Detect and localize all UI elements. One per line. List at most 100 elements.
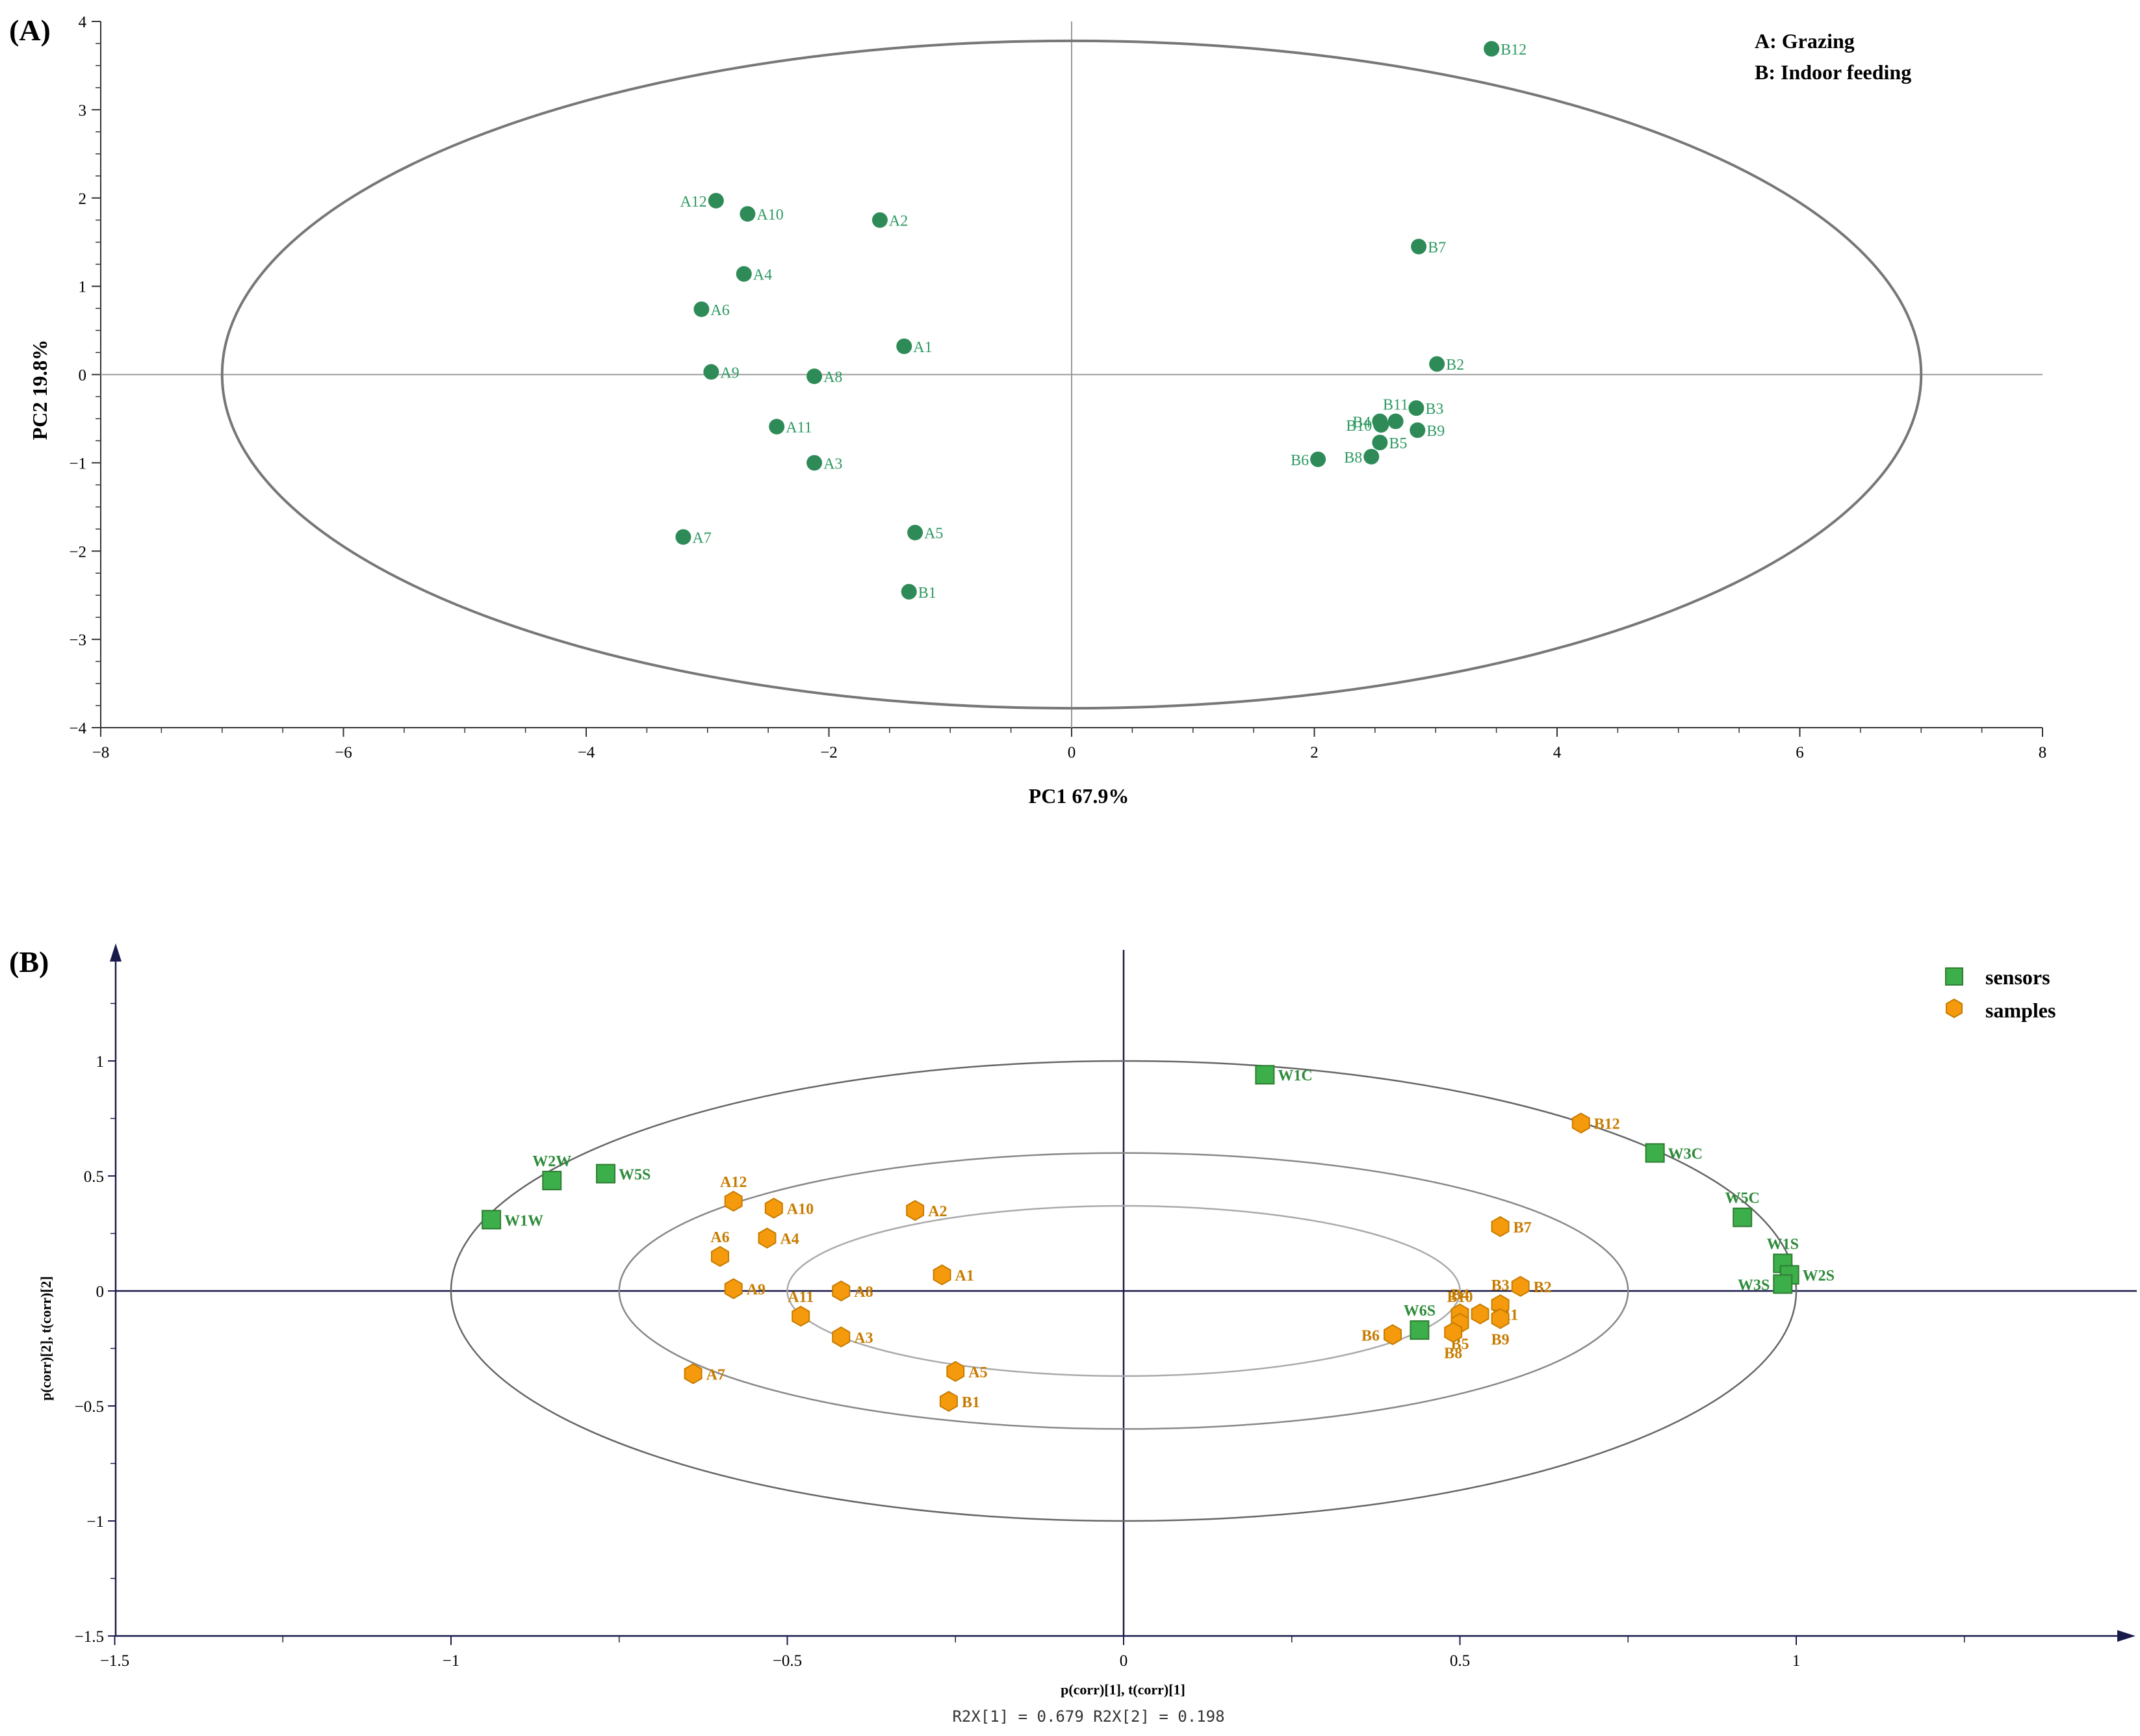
sample-label: A11 — [788, 1289, 814, 1306]
a-point-label: A10 — [756, 207, 783, 223]
b-correlation-ellipse — [786, 1205, 1461, 1377]
sample-label: B8 — [1444, 1346, 1462, 1362]
b-x-tick-label: −1 — [443, 1652, 460, 1670]
b-x-axis-arrow — [2117, 1630, 2135, 1642]
sample-a8 — [832, 1280, 851, 1302]
sensor-label: W1W — [504, 1212, 543, 1229]
a-x-tick-label: −8 — [92, 744, 110, 761]
a-point-label: B2 — [1446, 357, 1464, 374]
sample-label: A3 — [854, 1330, 873, 1347]
panel-b-r2x-footnote: R2X[1] = 0.679 R2X[2] = 0.198 — [952, 1707, 1224, 1726]
a-point-a9 — [703, 364, 719, 380]
a-point-label: B4 — [1352, 415, 1371, 431]
sensor-w5c — [1733, 1207, 1753, 1227]
sample-label: B10 — [1447, 1289, 1473, 1306]
b-x-tick-label: 1 — [1792, 1652, 1801, 1670]
sample-label: A2 — [928, 1203, 947, 1220]
panel-b-label: (B) — [9, 945, 49, 978]
a-point-a2 — [871, 212, 888, 228]
a-point-label: A11 — [786, 420, 812, 437]
legend-sensors-marker — [1945, 967, 1963, 986]
sensor-label: W3S — [1738, 1277, 1770, 1294]
panel-a-y-axis-title: PC2 19.8% — [28, 340, 51, 440]
b-x-tick-label: 0 — [1120, 1652, 1128, 1670]
sample-label: B7 — [1514, 1219, 1532, 1236]
a-point-a6 — [693, 301, 710, 317]
a-point-b10 — [1373, 416, 1389, 433]
a-x-tick-label: 6 — [1796, 744, 1804, 761]
a-point-label: B12 — [1501, 42, 1527, 58]
a-point-a4 — [736, 266, 752, 282]
sample-label: A5 — [968, 1364, 987, 1381]
sample-a10 — [764, 1197, 783, 1219]
sensor-w5s — [596, 1164, 616, 1184]
sensor-w1w — [482, 1210, 502, 1230]
a-point-b2 — [1429, 356, 1445, 372]
sample-b9 — [1491, 1308, 1510, 1329]
sample-a11 — [792, 1305, 810, 1327]
a-point-b7 — [1411, 238, 1427, 255]
sample-a7 — [684, 1363, 703, 1385]
sample-b7 — [1491, 1216, 1510, 1238]
a-point-label: B8 — [1344, 450, 1362, 466]
a-point-label: B10 — [1346, 418, 1372, 435]
sample-b11 — [1471, 1303, 1489, 1325]
a-point-label: B7 — [1428, 239, 1446, 256]
a-point-b8 — [1363, 448, 1380, 465]
a-point-label: B11 — [1383, 397, 1408, 414]
a-point-b9 — [1410, 422, 1426, 439]
a-y-tick-label: 0 — [79, 367, 87, 385]
sample-label: A10 — [787, 1201, 814, 1218]
panel-b-y-axis-title: p(corr)[2], t(corr)[2] — [38, 1276, 54, 1401]
a-point-a10 — [740, 206, 756, 222]
sensor-label: W1S — [1767, 1236, 1799, 1253]
a-point-label: A2 — [889, 213, 908, 230]
a-point-label: A12 — [680, 194, 706, 211]
b-correlation-ellipse — [450, 1060, 1798, 1522]
a-point-label: B1 — [918, 585, 936, 602]
b-correlation-ellipse — [618, 1152, 1629, 1430]
panel-a-pca-score-plot: (A) A: Grazing B: Indoor feeding PC1 67.… — [9, 14, 2046, 808]
sample-label: A1 — [955, 1268, 974, 1284]
sample-label: A9 — [747, 1281, 766, 1298]
a-x-tick-label: 8 — [2039, 744, 2047, 761]
sample-label: B6 — [1361, 1327, 1380, 1344]
sample-a1 — [933, 1264, 951, 1286]
legend-samples-label: samples — [1985, 999, 2056, 1022]
legend-sensors-label: sensors — [1985, 965, 2050, 989]
a-point-label: B5 — [1389, 435, 1407, 452]
sample-label: A12 — [720, 1174, 747, 1191]
a-y-tick-label: 3 — [79, 102, 87, 120]
a-point-b11 — [1387, 413, 1404, 429]
b-y-tick-label: 1 — [96, 1053, 105, 1071]
a-point-a7 — [675, 529, 691, 545]
legend-samples-marker — [1946, 998, 1963, 1019]
sensor-label: W5S — [619, 1166, 651, 1183]
sample-label: B2 — [1534, 1279, 1552, 1296]
b-y-tick-label: −0.5 — [75, 1398, 104, 1416]
a-point-label: A9 — [720, 364, 739, 381]
sample-a4 — [758, 1227, 777, 1249]
sensor-w2w — [542, 1171, 562, 1191]
a-x-tick-label: 0 — [1068, 744, 1076, 761]
a-point-b5 — [1372, 435, 1388, 451]
a-point-a3 — [806, 455, 823, 471]
a-y-tick-label: 1 — [79, 279, 87, 296]
sensor-w6s — [1410, 1320, 1430, 1340]
panel-a-legend-grazing: A: Grazing — [1755, 29, 1855, 53]
a-point-a11 — [769, 418, 785, 435]
sample-b2 — [1511, 1275, 1530, 1297]
sample-label: A4 — [780, 1231, 799, 1248]
a-y-tick-label: −1 — [69, 455, 86, 472]
sensor-label: W2W — [532, 1153, 571, 1170]
sample-a9 — [724, 1278, 743, 1299]
sample-a2 — [906, 1199, 925, 1221]
sample-label: B3 — [1491, 1277, 1510, 1294]
sensor-label: W2S — [1803, 1268, 1835, 1284]
panel-b-loading-plot: (B) sensors samples p(corr)[1], t(corr)[… — [9, 943, 2137, 1726]
a-x-tick-label: −4 — [578, 744, 595, 761]
b-y-axis-arrow — [110, 943, 122, 962]
a-x-tick-label: −6 — [335, 744, 352, 761]
a-point-label: A1 — [913, 339, 932, 356]
